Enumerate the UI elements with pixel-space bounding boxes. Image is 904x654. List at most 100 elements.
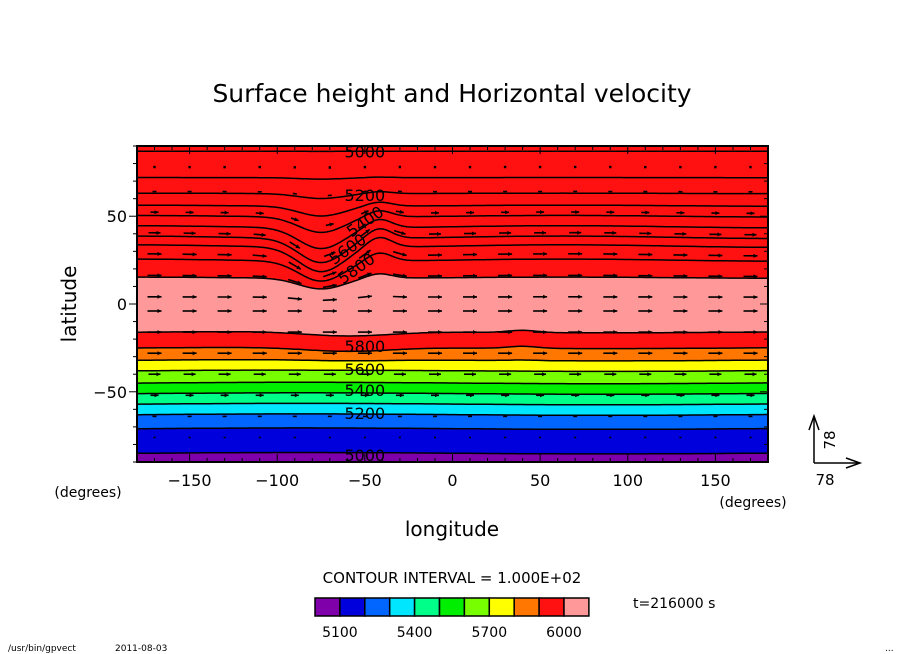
velocity-vector [603, 273, 618, 278]
vector-head [540, 210, 545, 215]
velocity-vector [644, 165, 647, 169]
vector-head [752, 372, 757, 377]
vector-head [543, 309, 548, 313]
vector-head [192, 330, 197, 335]
velocity-vector [360, 209, 369, 215]
velocity-vector [293, 166, 297, 169]
vector-head [505, 210, 510, 215]
velocity-vector [463, 330, 477, 335]
velocity-vector [708, 330, 723, 335]
band-north-9 [137, 146, 768, 289]
velocity-vector [468, 165, 472, 169]
velocity-vector [182, 351, 197, 356]
vector-dot [538, 165, 542, 169]
vector-head [366, 372, 371, 377]
contour-line [137, 176, 768, 180]
vector-head [683, 274, 688, 279]
velocity-vector [182, 294, 197, 299]
vector-head [578, 351, 583, 356]
velocity-vector [148, 372, 161, 377]
velocity-vector [183, 372, 196, 377]
velocity-vector [252, 253, 267, 258]
vector-head [157, 273, 162, 278]
velocity-vector [568, 351, 583, 356]
velocity-vector [603, 252, 618, 257]
chart-title: Surface height and Horizontal velocity [212, 79, 691, 108]
velocity-vector [392, 273, 407, 278]
vector-head [297, 296, 302, 301]
colorbar-swatch [563, 597, 590, 617]
velocity-vector [673, 330, 688, 335]
vector-head [715, 393, 720, 398]
vector-head [718, 253, 723, 258]
vector-head [715, 211, 720, 216]
velocity-vector [220, 210, 229, 215]
axis-ticks [129, 145, 769, 463]
vector-head [297, 330, 302, 335]
vector-head [192, 309, 197, 313]
vector-head [262, 295, 267, 300]
vector-head [261, 232, 266, 237]
vector-head [507, 230, 512, 235]
velocity-vector [604, 230, 617, 235]
velocity-vector [290, 217, 299, 222]
velocity-vector [428, 231, 442, 236]
velocity-vector [218, 231, 231, 236]
y-tick-label: 0 [117, 295, 127, 314]
vector-head [436, 231, 441, 236]
vector-head [435, 393, 439, 398]
vector-head [192, 294, 197, 299]
colorbar-tick-label: 5100 [322, 625, 358, 641]
vector-head [543, 273, 548, 278]
colorbar [314, 597, 590, 617]
velocity-vector [322, 271, 337, 278]
contour-line [137, 228, 768, 264]
vector-head [750, 393, 755, 398]
velocity-vector [287, 351, 302, 356]
velocity-vector [498, 252, 513, 257]
velocity-vector [392, 309, 407, 313]
velocity-vector [252, 330, 267, 335]
vector-head [718, 309, 723, 313]
vector-head [154, 393, 159, 398]
velocity-vector [534, 230, 547, 235]
velocity-vector [395, 393, 404, 398]
velocity-vector [606, 393, 615, 398]
vector-dot [258, 165, 261, 169]
vector-head [683, 330, 688, 335]
vector-dot [363, 165, 367, 169]
velocity-vector [357, 330, 372, 335]
velocity-vector [498, 294, 513, 299]
vector-dot [433, 165, 437, 169]
velocity-vector [569, 372, 582, 377]
vector-dot [293, 166, 297, 169]
velocity-vector [322, 309, 337, 313]
vector-head [578, 330, 583, 335]
velocity-vector [464, 372, 476, 377]
contour-line [137, 345, 768, 353]
y-axis-label: latitude [57, 266, 81, 343]
velocity-vector [749, 165, 752, 169]
y-axis-unit: (degrees) [54, 485, 121, 501]
velocity-vector [287, 278, 302, 285]
contour-label: 5200 [345, 404, 386, 423]
velocity-vector [217, 273, 232, 278]
vector-head [717, 372, 722, 377]
velocity-vector [641, 210, 650, 215]
velocity-vector [606, 210, 615, 215]
velocity-vector [673, 351, 688, 356]
vector-head [367, 309, 372, 313]
velocity-vector [568, 330, 583, 335]
velocity-vector [708, 274, 723, 279]
velocity-vector [638, 273, 653, 278]
velocity-vector [743, 309, 758, 313]
contour-lines [136, 150, 769, 455]
vector-head [191, 231, 196, 236]
velocity-vector [533, 251, 548, 256]
velocity-vector [498, 351, 513, 356]
vector-head [613, 330, 618, 335]
velocity-vector [499, 372, 512, 377]
vector-head [612, 372, 617, 377]
velocity-vector [358, 272, 372, 279]
velocity-vector [641, 393, 650, 398]
